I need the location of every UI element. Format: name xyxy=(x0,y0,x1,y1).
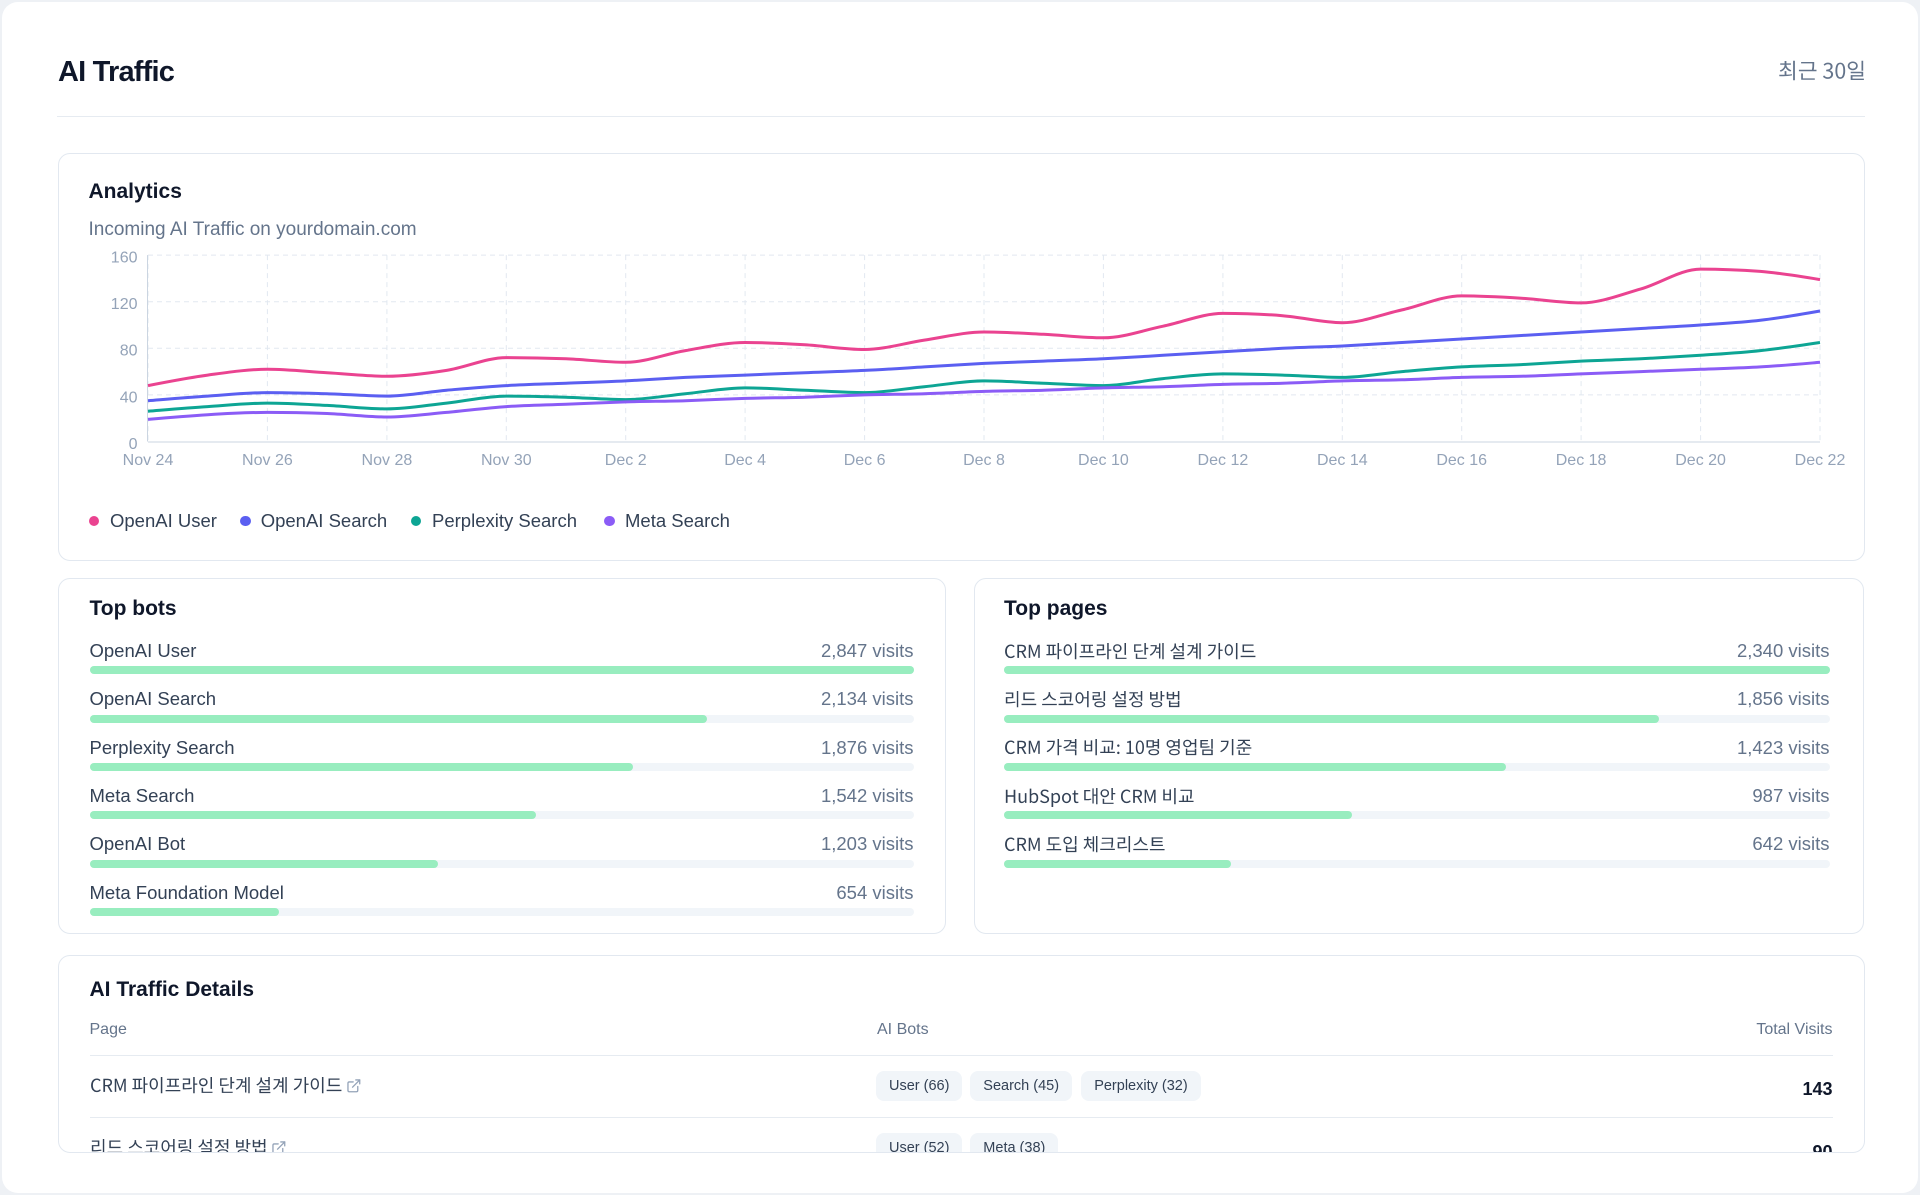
svg-text:0: 0 xyxy=(129,436,138,453)
svg-text:Dec 6: Dec 6 xyxy=(844,452,886,469)
svg-text:Dec 4: Dec 4 xyxy=(724,452,766,469)
svg-text:80: 80 xyxy=(120,343,138,360)
svg-text:120: 120 xyxy=(111,296,138,313)
svg-text:Dec 8: Dec 8 xyxy=(963,452,1005,469)
svg-text:Dec 16: Dec 16 xyxy=(1436,452,1487,469)
svg-text:Dec 20: Dec 20 xyxy=(1675,452,1726,469)
svg-text:Dec 22: Dec 22 xyxy=(1795,452,1846,469)
svg-text:Dec 2: Dec 2 xyxy=(605,452,647,469)
svg-text:Dec 18: Dec 18 xyxy=(1556,452,1607,469)
svg-text:Dec 12: Dec 12 xyxy=(1198,452,1249,469)
svg-text:160: 160 xyxy=(111,250,138,267)
svg-text:Dec 10: Dec 10 xyxy=(1078,452,1129,469)
svg-text:Dec 14: Dec 14 xyxy=(1317,452,1368,469)
svg-text:Nov 24: Nov 24 xyxy=(123,452,174,469)
svg-text:Nov 28: Nov 28 xyxy=(362,452,413,469)
svg-text:Nov 30: Nov 30 xyxy=(481,452,532,469)
svg-text:Nov 26: Nov 26 xyxy=(242,452,293,469)
svg-text:40: 40 xyxy=(120,389,138,406)
